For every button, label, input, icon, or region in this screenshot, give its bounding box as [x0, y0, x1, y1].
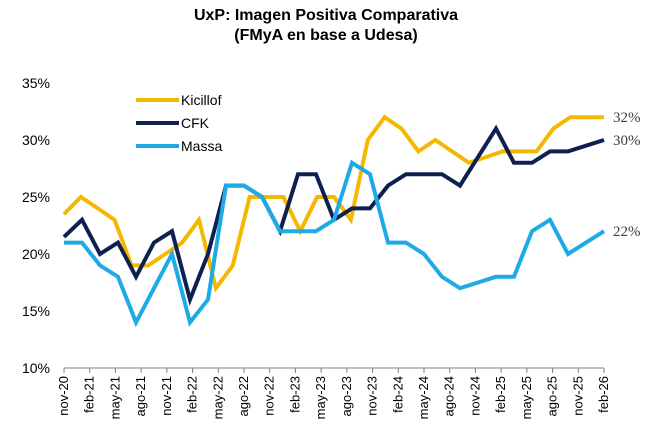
x-tick-label: nov-23: [365, 376, 380, 416]
chart-title: UxP: Imagen Positiva Comparativa (FMyA e…: [0, 6, 652, 46]
x-tick-label: may-25: [519, 376, 534, 419]
x-tick-label: nov-21: [159, 376, 174, 416]
x-tick-label: nov-22: [262, 376, 277, 416]
chart-title-line1: UxP: Imagen Positiva Comparativa: [193, 7, 459, 24]
legend-label-massa: Massa: [181, 138, 222, 154]
x-tick-label: nov-25: [570, 376, 585, 416]
end-label-massa: 22%: [613, 224, 641, 240]
chart-title-line2: (FMyA en base a Udesa): [234, 27, 418, 44]
x-tick-label: ago-25: [545, 376, 560, 416]
x-tick-label: ago-24: [442, 376, 457, 416]
series-layer: [62, 114, 606, 328]
y-tick-label: 20%: [22, 246, 50, 262]
x-tick-label: feb-24: [390, 376, 405, 413]
y-tick-label: 30%: [22, 132, 50, 148]
x-tick-label: nov-20: [56, 376, 71, 416]
y-tick-label: 10%: [22, 360, 50, 376]
legend-label-kicillof: Kicillof: [181, 92, 222, 108]
series-line-kicillof: [62, 114, 604, 293]
x-tick-label: may-23: [313, 376, 328, 419]
x-tick-label: ago-22: [236, 376, 251, 416]
y-tick-label: 15%: [22, 303, 50, 319]
end-labels: 32% 30% 22%: [613, 110, 641, 240]
x-tick-label: feb-25: [493, 376, 508, 413]
y-tick-label: 25%: [22, 189, 50, 205]
x-tick-label: nov-24: [467, 376, 482, 416]
x-tick-label: feb-26: [596, 376, 611, 413]
axes: 10% 15% 20% 25% 30% 35% nov-20 feb-21 may-21 ago-…: [22, 75, 611, 419]
x-tick-label: may-24: [416, 376, 431, 419]
x-tick-label: ago-21: [133, 376, 148, 416]
legend: Kicillof CFK Massa: [136, 92, 222, 154]
end-label-cfk: 30%: [613, 133, 641, 149]
x-tick-label: may-21: [107, 376, 122, 419]
legend-label-cfk: CFK: [181, 115, 210, 131]
x-tick-label: feb-21: [82, 376, 97, 413]
x-tick-label: may-22: [210, 376, 225, 419]
series-line-massa: [64, 159, 606, 328]
x-tick-label: feb-23: [287, 376, 302, 413]
y-tick-label: 35%: [22, 75, 50, 91]
x-tick-label: feb-22: [185, 376, 200, 413]
end-label-kicillof: 32%: [613, 110, 641, 126]
x-tick-label: ago-23: [339, 376, 354, 416]
